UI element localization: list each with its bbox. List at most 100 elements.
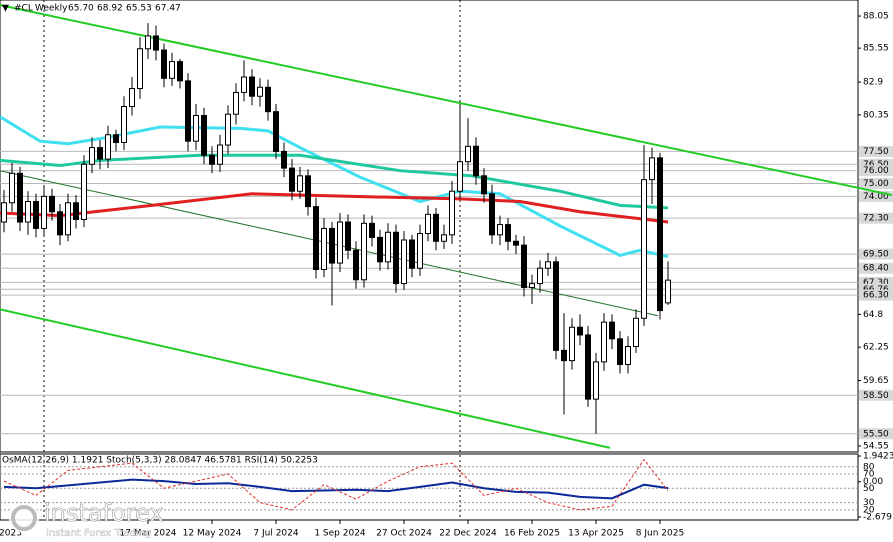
indicator-title: OsMA(12,26,9) 1.1921 Stoch(5,3,3) 28.084… — [2, 456, 318, 466]
level-label-box — [859, 212, 893, 224]
candle-body — [337, 221, 343, 264]
candle-body — [185, 80, 191, 142]
candle-body — [193, 115, 199, 142]
candle-body — [145, 35, 151, 50]
y-tick-label: 54.55 — [863, 441, 889, 451]
candle-body — [17, 172, 23, 223]
candle-body — [321, 227, 327, 271]
level-label: 77.50 — [863, 147, 889, 157]
level-label-box — [859, 428, 893, 440]
level-label-box — [859, 145, 893, 157]
level-label: 75.00 — [863, 179, 889, 189]
ohlc-high: 68.92 — [97, 4, 123, 14]
level-label: 68.40 — [863, 264, 889, 274]
candle-body — [169, 61, 175, 79]
y-tick-label: 82.9 — [863, 78, 883, 88]
ohlc-low: 65.53 — [126, 4, 152, 14]
candle-body — [25, 200, 31, 223]
candle-body — [209, 154, 215, 165]
x-tick-label: 12 May 2024 — [183, 529, 242, 539]
candle-body — [425, 213, 431, 235]
candle-body — [505, 224, 511, 242]
level-label-box — [859, 158, 893, 170]
logo: instaforex Instant Forex Trading — [9, 499, 164, 539]
candle-body — [345, 221, 351, 251]
candle-body — [273, 111, 279, 152]
candle-body — [513, 240, 519, 246]
candle-body — [201, 115, 207, 156]
y-tick-label: 80.35 — [863, 110, 889, 120]
candle-body — [601, 321, 607, 363]
level-label: 76.00 — [863, 166, 889, 176]
candle-body — [537, 267, 543, 285]
candle-body — [489, 193, 495, 236]
candle-body — [65, 202, 71, 236]
level-label-box — [859, 165, 893, 177]
candle-body — [353, 249, 359, 281]
x-tick-label: 17 Mar 2024 — [119, 529, 176, 539]
y-tick-label: 64.8 — [863, 310, 883, 320]
candle-body — [1, 202, 7, 223]
candle-body — [609, 321, 615, 340]
candle-body — [153, 35, 159, 51]
moving-average — [0, 192, 669, 224]
candle-body — [473, 145, 479, 177]
indicator-level-label: 50 — [863, 484, 875, 494]
level-label-box — [859, 276, 893, 288]
candle-body — [33, 200, 39, 229]
tagline: Instant Forex Trading — [46, 528, 151, 539]
candle-body — [129, 88, 135, 108]
trend-line — [0, 308, 611, 449]
x-tick-label: 16 Feb 2025 — [504, 529, 560, 539]
level-label-box — [859, 289, 893, 301]
level-label: 55.50 — [863, 429, 889, 439]
candle-body — [585, 334, 591, 400]
dropdown-icon[interactable]: ▼ — [2, 4, 9, 14]
level-label: 72.30 — [863, 214, 889, 224]
y-tick-label: 59.65 — [863, 376, 889, 386]
candle-body — [241, 76, 247, 93]
indicator-line — [3, 478, 669, 500]
indicator-panel — [0, 453, 859, 521]
level-label-box — [859, 178, 893, 190]
indicator-line — [3, 458, 669, 511]
indicator-level-label: 70 — [863, 469, 875, 479]
indicator-tick-label: -2.6797 — [863, 513, 893, 523]
candle-body — [217, 144, 223, 165]
candle-body — [225, 113, 231, 146]
candle-body — [649, 157, 655, 181]
candle-body — [137, 48, 143, 90]
candle-body — [97, 147, 103, 160]
candle-body — [9, 172, 15, 204]
candle-body — [297, 175, 303, 192]
ohlc-close: 67.47 — [155, 4, 181, 14]
x-tick-label: 13 Apr 2025 — [568, 529, 624, 539]
indicator-tick-label: 1.9423 — [863, 452, 893, 462]
candle-body — [561, 349, 567, 362]
candle-body — [625, 346, 631, 365]
candle-body — [449, 190, 455, 236]
candle-body — [257, 86, 263, 97]
level-label-box — [859, 248, 893, 260]
moving-average — [0, 115, 669, 259]
candle-body — [249, 76, 255, 97]
indicator-tick-label: 0.00 — [863, 477, 883, 487]
candle-body — [497, 224, 503, 236]
indicator-level-label: 30 — [863, 498, 875, 508]
x-tick-label: 7 Jul 2024 — [253, 529, 298, 539]
candle-body — [105, 134, 111, 160]
candle-body — [233, 91, 239, 115]
level-label: 66.30 — [863, 291, 889, 301]
candle-body — [553, 261, 559, 351]
candle-body — [305, 175, 311, 208]
level-label: 58.50 — [863, 391, 889, 401]
candle-body — [57, 211, 63, 236]
candle-body — [577, 326, 583, 336]
candle-body — [393, 231, 399, 285]
x-tick-label: 22 Dec 2024 — [439, 529, 497, 539]
candle-body — [329, 227, 335, 264]
moving-average — [0, 153, 669, 210]
candle-body — [41, 195, 47, 229]
